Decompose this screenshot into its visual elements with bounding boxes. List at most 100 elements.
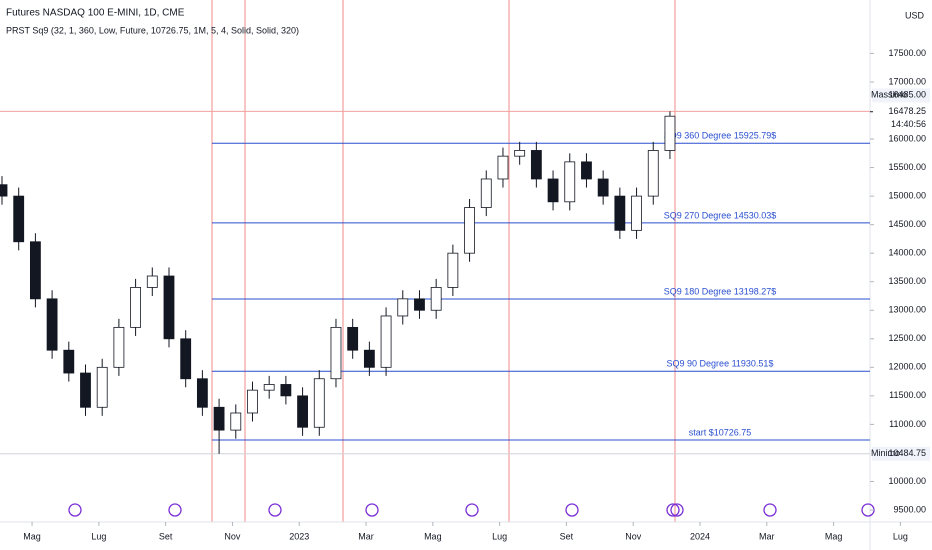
candle-body (313, 378, 325, 428)
badge-bg (872, 446, 930, 461)
candle-body (263, 384, 275, 391)
event-icon[interactable] (365, 503, 379, 517)
event-icon[interactable] (670, 503, 684, 517)
candle-body (631, 195, 642, 231)
candles (0, 111, 676, 454)
candle-body (514, 150, 526, 157)
candle-body (547, 178, 559, 203)
currency: USD (905, 10, 925, 20)
x-tick-label: Mag (23, 531, 41, 541)
event-icon[interactable] (465, 503, 479, 517)
candle-body (347, 326, 359, 351)
indicator-title: PRST Sq9 (32, 1, 360, Low, Future, 10726… (6, 25, 299, 35)
event-icon[interactable] (763, 503, 777, 517)
x-tick-label: Mar (358, 531, 374, 541)
x-tick-label: Mag (424, 531, 442, 541)
level-label: start $10726.75 (689, 427, 752, 437)
event-icon[interactable] (565, 503, 579, 517)
candle-body (397, 298, 409, 317)
candle-body (196, 378, 208, 408)
candle-body (581, 161, 592, 180)
event-icon[interactable] (268, 503, 282, 517)
y-tick-label: 17500.00 (888, 48, 926, 58)
candle-body (380, 315, 392, 368)
y-tick-label: 17000.00 (888, 76, 926, 86)
max-name: Massimo (871, 90, 907, 100)
time-markers (211, 0, 676, 522)
level-label: SQ9 180 Degree 13198.27$ (664, 286, 777, 296)
candle-body (230, 412, 242, 431)
x-tick-label: Lug (492, 531, 507, 541)
candle-body (63, 349, 75, 374)
candle-body (0, 184, 8, 197)
min-name: Minimo (871, 448, 900, 458)
candle-body (280, 384, 292, 397)
badge-value: 16478.25 (888, 106, 926, 116)
x-tick-label: Lug (91, 531, 106, 541)
candle-body (447, 252, 459, 288)
badge-value: 16485.00 (888, 90, 926, 100)
candle-body (213, 406, 225, 431)
x-tick-label: Set (560, 531, 574, 541)
y-tick-label: 12000.00 (888, 362, 926, 372)
candle-body (163, 275, 175, 340)
x-tick-label: Mar (759, 531, 775, 541)
candle-body (29, 241, 41, 300)
candle-body (414, 298, 425, 311)
badge-bg (872, 104, 930, 119)
event-icon[interactable] (168, 503, 182, 517)
candle-body (664, 115, 676, 151)
candle-body (330, 326, 342, 380)
candle-body (497, 155, 509, 180)
candle-body (46, 298, 58, 351)
candle-body (464, 207, 475, 254)
y-tick-label: 15500.00 (888, 162, 926, 172)
y-tick-label: 14000.00 (888, 248, 926, 258)
x-tick-label: Lug (893, 531, 908, 541)
candle-body (247, 389, 258, 414)
y-tick-label: 9500.00 (893, 504, 926, 514)
candle-body (530, 150, 542, 180)
countdown: 14:40:56 (891, 119, 926, 129)
candle-body (564, 161, 576, 203)
candle-body (146, 275, 158, 288)
y-tick-label: 13000.00 (888, 305, 926, 315)
y-tick-label: 11000.00 (889, 419, 926, 429)
candle-body (614, 195, 626, 231)
candle-body (430, 287, 442, 311)
badge-bg (872, 88, 930, 103)
x-tick-label: Nov (625, 531, 642, 541)
x-tick-label: 2024 (690, 531, 710, 541)
candle-body (363, 349, 375, 368)
candle-body (480, 178, 492, 208)
level-label: SQ9 90 Degree 11930.51$ (667, 359, 774, 369)
x-tick-label: Mag (825, 531, 843, 541)
x-tick-label: 2023 (289, 531, 309, 541)
level-label: SQ9 270 Degree 14530.03$ (664, 210, 777, 220)
y-tick-label: 16000.00 (888, 133, 926, 143)
candle-body (180, 338, 192, 380)
candle-body (597, 178, 609, 197)
x-tick-label: Set (159, 531, 173, 541)
candle-body (130, 287, 142, 328)
x-tick-label: Nov (224, 531, 241, 541)
badge-value: 10484.75 (888, 448, 926, 458)
candle-body (297, 395, 308, 428)
y-tick-label: 14500.00 (888, 219, 926, 229)
y-tick-label: 15000.00 (888, 190, 926, 200)
y-tick-label: 12500.00 (888, 333, 926, 343)
level-label: SQ9 360 Degree 15925.79$ (664, 131, 777, 141)
y-tick-label: 11500.00 (889, 390, 926, 400)
symbol-title: Futures NASDAQ 100 E-MINI, 1D, CME (6, 8, 185, 19)
candle-body (647, 150, 659, 197)
candle-body (13, 195, 25, 243)
candle-body (113, 326, 125, 368)
event-icon[interactable] (68, 503, 82, 517)
y-tick-label: 13500.00 (888, 276, 926, 286)
event-icons (68, 503, 875, 517)
candle-body (96, 366, 108, 408)
event-icon[interactable] (666, 503, 680, 517)
y-tick-label: 10000.00 (888, 476, 926, 486)
